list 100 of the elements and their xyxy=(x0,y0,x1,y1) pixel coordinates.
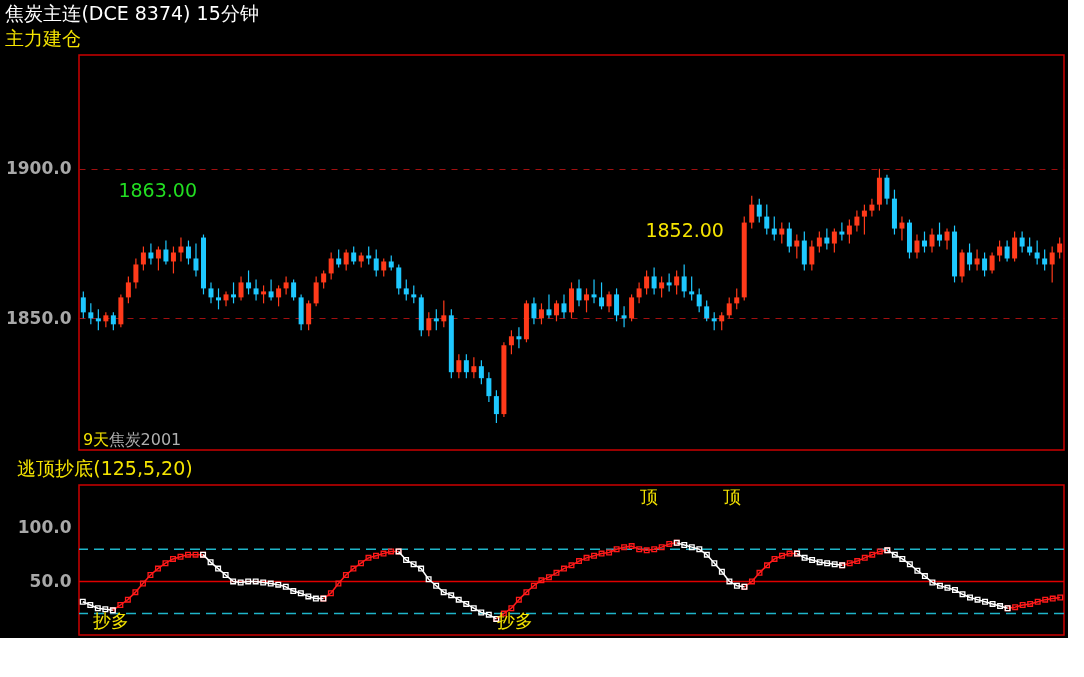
candlestick xyxy=(268,278,274,301)
candlestick xyxy=(396,263,402,295)
candlestick xyxy=(1049,245,1055,284)
candlestick xyxy=(704,299,710,322)
annotation: 1863.00 xyxy=(118,179,197,202)
candlestick xyxy=(1012,230,1018,263)
candlestick xyxy=(659,275,665,298)
candlestick xyxy=(771,215,777,242)
candlestick xyxy=(944,227,950,251)
candlestick xyxy=(726,296,732,319)
candlestick xyxy=(546,293,552,319)
candlestick xyxy=(816,230,822,254)
candlestick xyxy=(689,275,695,301)
candlestick xyxy=(291,278,297,301)
candlestick xyxy=(313,275,319,307)
candlestick xyxy=(696,287,702,313)
candlestick xyxy=(80,290,86,319)
candlestick xyxy=(463,353,469,379)
annotation: 9天 xyxy=(82,430,110,450)
candlestick xyxy=(441,299,447,328)
candlestick xyxy=(824,227,830,251)
candlestick xyxy=(125,275,131,304)
candlestick xyxy=(471,356,477,379)
candlestick xyxy=(216,287,222,310)
candlestick xyxy=(809,239,815,272)
candlestick xyxy=(343,248,349,272)
candlestick xyxy=(306,299,312,331)
candlestick xyxy=(681,263,687,298)
candlestick xyxy=(1004,239,1010,263)
candlestick xyxy=(884,174,890,206)
candlestick xyxy=(140,245,146,272)
candlestick xyxy=(1019,230,1025,254)
candlestick xyxy=(178,236,184,263)
annotation: 焦炭2001 xyxy=(108,430,182,450)
candlestick xyxy=(929,227,935,254)
candlestick xyxy=(749,195,755,230)
y-tick-label: 1900.0 xyxy=(5,158,72,179)
candlestick xyxy=(456,353,462,379)
candlestick xyxy=(839,221,845,242)
candlestick xyxy=(531,296,537,325)
candlestick xyxy=(223,290,229,307)
candlestick xyxy=(185,239,191,266)
candlestick xyxy=(899,215,905,242)
candlestick xyxy=(606,290,612,313)
candlestick xyxy=(756,198,762,224)
chart-subtitle: 主力建仓 xyxy=(5,27,82,49)
candlestick xyxy=(982,251,988,278)
candlestick xyxy=(246,269,252,295)
candlestick xyxy=(561,293,567,319)
candlestick xyxy=(231,281,237,304)
candlestick xyxy=(846,218,852,245)
candlestick xyxy=(238,275,244,301)
candlestick xyxy=(651,266,657,295)
candlestick xyxy=(569,281,574,319)
annotation: 顶 xyxy=(723,486,742,507)
candlestick xyxy=(967,242,973,272)
candlestick xyxy=(493,389,499,424)
candlestick xyxy=(644,269,650,295)
candlestick xyxy=(974,248,980,272)
candlestick xyxy=(854,210,860,233)
candlestick xyxy=(373,248,379,278)
y-tick-label: 50.0 xyxy=(29,570,72,591)
annotation: 抄多 xyxy=(496,610,533,631)
candlestick xyxy=(538,302,544,325)
candlestick xyxy=(553,299,559,322)
candlestick xyxy=(621,305,627,328)
candlestick xyxy=(914,233,920,260)
candlestick xyxy=(779,221,785,245)
candlestick xyxy=(133,257,139,290)
candlestick xyxy=(599,281,605,310)
candlestick xyxy=(163,239,169,266)
candlestick xyxy=(478,359,484,385)
candlestick xyxy=(764,204,770,236)
candlestick xyxy=(629,293,635,322)
candlestick xyxy=(861,204,867,236)
candlestick xyxy=(614,287,620,322)
candlestick xyxy=(403,278,409,301)
candlestick xyxy=(486,371,492,403)
candlestick xyxy=(576,278,582,307)
candlestick xyxy=(937,221,943,248)
candlestick xyxy=(801,230,807,272)
candlestick xyxy=(1057,236,1063,260)
annotation: 顶 xyxy=(639,486,658,507)
annotation: 1852.00 xyxy=(645,218,724,241)
candlestick xyxy=(831,227,837,254)
candlestick xyxy=(591,278,597,304)
candlestick xyxy=(786,221,792,254)
candlestick xyxy=(88,302,94,325)
candlestick xyxy=(433,308,439,331)
candlestick xyxy=(328,251,334,281)
chart-title: 焦炭主连(DCE 8374) 15分钟 xyxy=(5,2,259,24)
chart-title: 逃顶抄底(125,5,20) xyxy=(17,457,193,479)
candlestick xyxy=(253,278,259,301)
y-tick-label: 100.0 xyxy=(17,517,72,538)
candlestick xyxy=(426,311,432,337)
candlestick xyxy=(276,284,282,307)
candlestick xyxy=(283,275,289,295)
candlestick xyxy=(208,281,214,304)
candlestick xyxy=(584,287,590,313)
annotation: 抄多 xyxy=(93,610,129,631)
